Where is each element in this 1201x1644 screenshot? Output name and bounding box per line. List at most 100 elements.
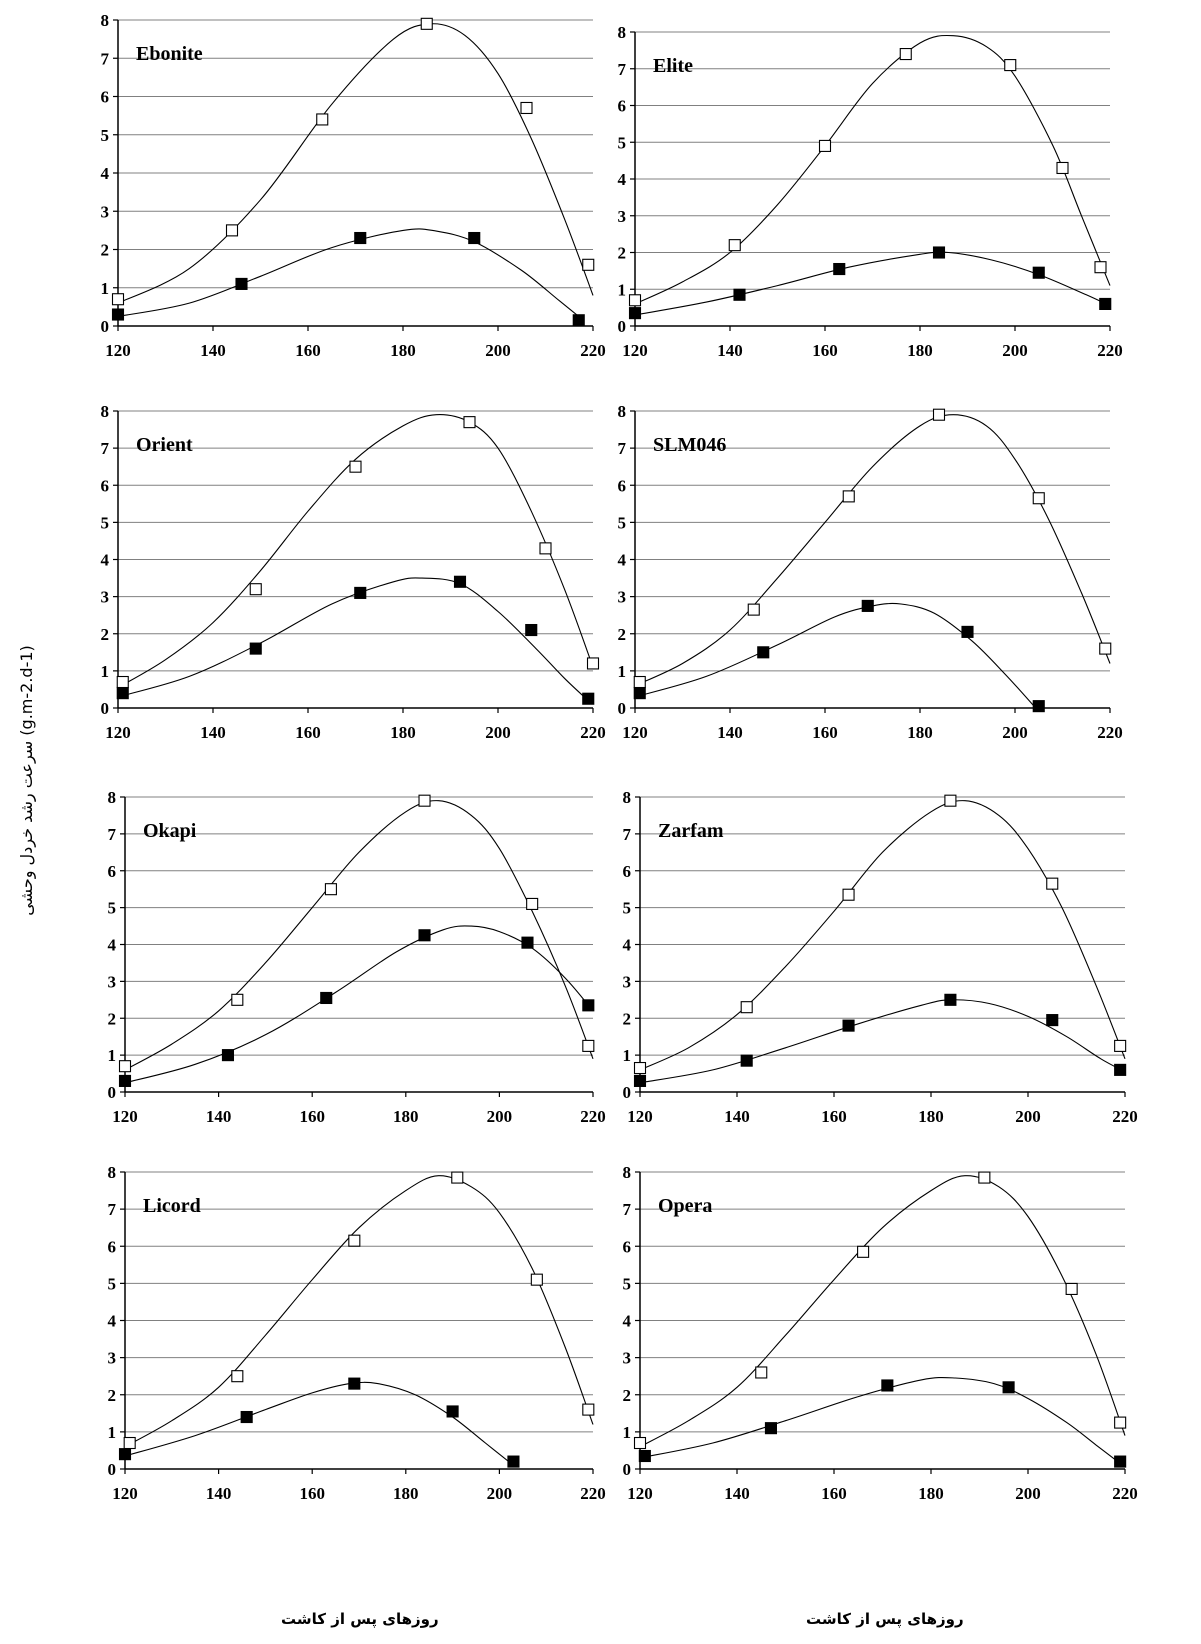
series-curve-filled	[124, 925, 594, 1084]
data-point-open	[1114, 1039, 1127, 1052]
y-tick-label: 7	[618, 60, 627, 79]
data-point-filled	[468, 231, 481, 245]
data-point-open	[633, 1436, 647, 1450]
data-point-open	[842, 888, 855, 901]
data-point-filled	[525, 623, 538, 637]
y-tick-label: 8	[108, 788, 117, 807]
data-point-filled	[1032, 266, 1045, 279]
data-point-open	[740, 1001, 753, 1014]
data-point-filled	[740, 1054, 753, 1067]
data-point-filled	[757, 646, 770, 659]
x-tick-label: 160	[299, 1484, 325, 1503]
y-tick-label: 4	[618, 170, 627, 189]
x-tick-label: 160	[299, 1107, 325, 1126]
panel-label: Licord	[143, 1195, 201, 1217]
x-tick-label: 220	[580, 341, 606, 360]
data-point-filled	[833, 262, 846, 276]
data-point-filled	[521, 936, 534, 949]
data-point-filled	[944, 993, 957, 1006]
series-curve-open	[639, 1175, 1126, 1448]
data-point-filled	[582, 692, 595, 705]
y-tick-label: 3	[101, 202, 110, 221]
x-tick-label: 200	[1015, 1107, 1041, 1126]
y-tick-label: 5	[101, 126, 110, 145]
series-curve-filled	[124, 1381, 514, 1466]
series-curve-open	[639, 800, 1126, 1071]
x-tick-label: 140	[724, 1484, 750, 1503]
y-tick-label: 2	[618, 625, 627, 644]
data-point-open	[418, 794, 431, 807]
data-point-open	[978, 1171, 991, 1184]
x-tick-label: 120	[112, 1484, 138, 1503]
data-point-filled	[354, 231, 367, 245]
chart-panel-5: 0 1 2 3 4 5 6 7 8 120 140 160 180 200 220 Okapi	[108, 788, 606, 1126]
y-axis-label-text: سرعت رشد خردل وحشی	[16, 740, 36, 916]
x-tick-label: 220	[580, 1484, 606, 1503]
y-tick-label: 3	[108, 972, 117, 991]
data-point-open	[1032, 492, 1045, 505]
x-tick-label: 160	[812, 723, 838, 742]
y-tick-label: 2	[618, 244, 627, 263]
x-tick-label: 180	[390, 341, 416, 360]
y-tick-label: 0	[108, 1460, 117, 1479]
data-point-open	[944, 794, 957, 807]
data-point-filled	[633, 687, 646, 700]
data-point-open	[899, 47, 912, 61]
panel-label: Orient	[136, 434, 193, 456]
series-curve-filled	[639, 1376, 1121, 1464]
y-tick-label: 6	[101, 476, 110, 495]
data-point-filled	[628, 307, 642, 320]
x-tick-label: 180	[907, 341, 933, 360]
y-tick-label: 3	[101, 588, 110, 607]
y-tick-label: 5	[108, 1274, 117, 1293]
series-curve-filled	[639, 999, 1126, 1084]
y-tick-label: 5	[618, 133, 627, 152]
data-point-filled	[1114, 1063, 1127, 1076]
panel-label: Zarfam	[658, 820, 724, 842]
y-tick-label: 0	[101, 699, 110, 718]
data-point-open	[463, 416, 476, 429]
y-tick-label: 2	[108, 1386, 117, 1405]
y-tick-label: 4	[623, 1312, 632, 1331]
y-tick-label: 1	[101, 279, 110, 298]
data-point-filled	[446, 1405, 459, 1418]
y-tick-label: 6	[623, 1237, 632, 1256]
chart-panel-6: 0 1 2 3 4 5 6 7 8 120 140 160 180 200 220 Zarfam	[623, 788, 1138, 1126]
data-point-open	[225, 224, 239, 237]
data-point-filled	[116, 687, 129, 700]
data-point-open	[249, 583, 262, 596]
data-point-filled	[418, 929, 431, 942]
y-tick-label: 4	[618, 551, 627, 570]
x-tick-label: 140	[724, 1107, 750, 1126]
y-axis-label-unit: (g.m-2.d-1)	[16, 644, 36, 736]
data-point-open	[755, 1366, 768, 1379]
series-curve-filled	[117, 228, 584, 321]
data-point-filled	[582, 999, 595, 1012]
data-point-open	[116, 675, 129, 689]
data-point-open	[231, 1370, 244, 1383]
data-point-open	[1114, 1416, 1127, 1429]
y-tick-label: 1	[623, 1046, 632, 1065]
data-point-filled	[633, 1074, 647, 1087]
panel-label: Opera	[658, 1195, 712, 1217]
x-tick-label: 120	[627, 1484, 653, 1503]
data-point-filled	[354, 586, 367, 599]
data-point-open	[586, 657, 600, 670]
y-tick-label: 1	[108, 1423, 117, 1442]
data-point-filled	[453, 575, 467, 588]
panel-label: Elite	[653, 55, 693, 77]
y-tick-label: 4	[101, 551, 110, 570]
y-tick-label: 8	[618, 402, 627, 421]
data-point-filled	[764, 1422, 778, 1435]
x-tick-label: 120	[622, 723, 648, 742]
series-curve-open	[117, 414, 594, 689]
data-point-filled	[572, 314, 585, 327]
y-tick-label: 1	[101, 662, 110, 681]
x-tick-label: 180	[390, 723, 416, 742]
y-tick-label: 2	[623, 1386, 632, 1405]
x-tick-label: 180	[393, 1484, 419, 1503]
series-curve-filled	[634, 602, 1035, 707]
x-tick-label: 140	[717, 723, 743, 742]
data-point-filled	[249, 642, 262, 655]
